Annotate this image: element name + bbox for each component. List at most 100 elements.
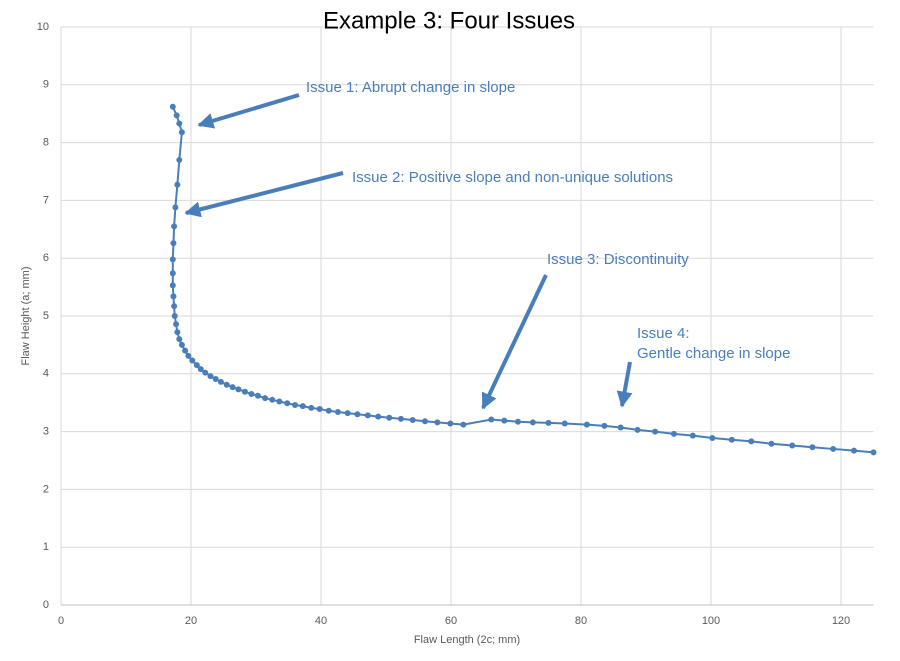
data-point bbox=[170, 240, 177, 247]
grid bbox=[60, 26, 874, 606]
y-tick-label: 4 bbox=[43, 368, 49, 380]
data-point bbox=[689, 432, 696, 439]
data-point bbox=[308, 404, 315, 411]
data-point bbox=[173, 112, 180, 119]
data-point bbox=[173, 321, 180, 328]
annotation: Issue 3: Discontinuity bbox=[547, 251, 689, 268]
data-point bbox=[634, 426, 641, 433]
data-point bbox=[768, 440, 775, 447]
data-point bbox=[501, 417, 508, 424]
data-point bbox=[545, 419, 552, 426]
y-tick-label: 1 bbox=[43, 541, 49, 553]
data-point bbox=[284, 400, 291, 407]
data-point bbox=[276, 398, 283, 405]
data-point bbox=[207, 373, 214, 380]
data-point bbox=[178, 129, 185, 136]
y-tick-label: 9 bbox=[43, 79, 49, 91]
data-point bbox=[299, 403, 306, 410]
data-point bbox=[185, 352, 192, 359]
arrow bbox=[616, 361, 633, 408]
data-point bbox=[344, 410, 351, 417]
data-point bbox=[172, 204, 179, 211]
data-point bbox=[870, 449, 877, 456]
data-point bbox=[169, 103, 176, 110]
data-point bbox=[561, 420, 568, 427]
data-point bbox=[223, 381, 230, 388]
x-tick-label: 20 bbox=[185, 615, 197, 627]
annotation: Gentle change in slope bbox=[637, 345, 790, 362]
arrow bbox=[184, 171, 344, 218]
data-point bbox=[728, 436, 735, 443]
data-point bbox=[197, 366, 204, 373]
data-point bbox=[229, 384, 236, 391]
data-point bbox=[514, 418, 521, 425]
data-point bbox=[334, 408, 341, 415]
data-point bbox=[171, 223, 178, 230]
data-point bbox=[262, 395, 269, 402]
arrows bbox=[184, 93, 633, 410]
data-point bbox=[386, 414, 393, 421]
x-tick-label: 0 bbox=[58, 615, 64, 627]
data-point bbox=[375, 413, 382, 420]
data-point bbox=[830, 445, 837, 452]
data-point bbox=[212, 376, 219, 383]
y-tick-label: 6 bbox=[43, 252, 49, 264]
data-point bbox=[709, 434, 716, 441]
y-axis-title: Flaw Height (a; mm) bbox=[20, 266, 32, 365]
data-point bbox=[169, 256, 176, 263]
data-point bbox=[488, 416, 495, 423]
data-point bbox=[789, 442, 796, 449]
data-point bbox=[169, 270, 176, 277]
data-point bbox=[409, 417, 416, 424]
data-point bbox=[529, 419, 536, 426]
data-point bbox=[241, 388, 248, 395]
data-point bbox=[174, 329, 181, 336]
y-tick-label: 2 bbox=[43, 483, 49, 495]
annotation: Issue 4: bbox=[637, 325, 690, 342]
x-tick-label: 60 bbox=[445, 615, 457, 627]
data-point bbox=[178, 341, 185, 348]
data-point bbox=[235, 386, 242, 393]
data-point bbox=[434, 419, 441, 426]
data-point bbox=[670, 430, 677, 437]
data-point bbox=[193, 362, 200, 369]
data-point bbox=[176, 120, 183, 127]
data-point bbox=[748, 438, 755, 445]
annotation: Issue 2: Positive slope and non-unique s… bbox=[352, 169, 673, 186]
y-tick-label: 8 bbox=[43, 137, 49, 149]
y-tick-label: 3 bbox=[43, 426, 49, 438]
data-point bbox=[316, 406, 323, 413]
data-point bbox=[176, 336, 183, 343]
data-point bbox=[601, 422, 608, 429]
data-point bbox=[617, 424, 624, 431]
data-point bbox=[269, 396, 276, 403]
data-point bbox=[170, 293, 177, 300]
data-point bbox=[460, 421, 467, 428]
x-tick-label: 100 bbox=[702, 615, 720, 627]
data-point bbox=[583, 421, 590, 428]
data-point bbox=[851, 447, 857, 454]
data-point bbox=[248, 391, 255, 398]
x-tick-label: 40 bbox=[315, 615, 327, 627]
data-point bbox=[397, 415, 404, 422]
data-point bbox=[325, 407, 332, 414]
data-point bbox=[217, 378, 224, 385]
data-point bbox=[182, 347, 189, 354]
data-point bbox=[364, 412, 371, 419]
data-point bbox=[176, 156, 183, 163]
data-point bbox=[652, 428, 659, 435]
data-point bbox=[354, 411, 361, 418]
arrow bbox=[197, 93, 300, 129]
data-point bbox=[202, 369, 209, 376]
data-point bbox=[422, 418, 428, 425]
y-tick-label: 7 bbox=[43, 194, 49, 206]
y-tick-label: 10 bbox=[37, 21, 49, 33]
data-point bbox=[171, 313, 178, 319]
data-point bbox=[174, 181, 181, 188]
data-point bbox=[809, 444, 816, 451]
arrow bbox=[481, 274, 548, 410]
y-tick-label: 5 bbox=[43, 310, 49, 322]
x-axis-title: Flaw Length (2c; mm) bbox=[414, 634, 520, 646]
x-tick-label: 80 bbox=[575, 615, 587, 627]
